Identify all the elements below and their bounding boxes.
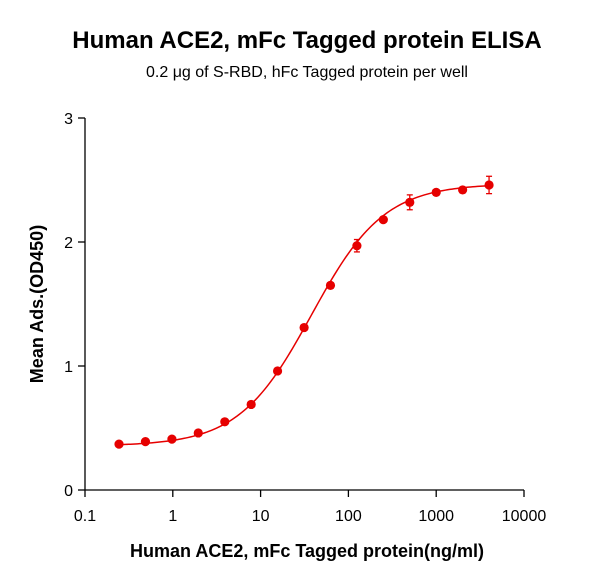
data-point	[378, 215, 388, 225]
data-point	[458, 185, 468, 195]
data-point	[140, 437, 151, 447]
x-tick-label: 10	[252, 508, 270, 525]
y-tick-label: 3	[64, 111, 73, 128]
y-axis-ticks: 0 1 2 3	[64, 111, 85, 500]
chart-subtitle: 0.2 μg of S-RBD, hFc Tagged protein per …	[146, 64, 468, 81]
data-points	[114, 175, 494, 449]
y-axis-label: Mean Ads.(OD450)	[27, 225, 47, 383]
data-point	[272, 366, 283, 376]
data-point	[352, 241, 362, 251]
x-axis-ticks: 0.1 1 10 100 1000 10000	[74, 490, 546, 525]
chart-title: Human ACE2, mFc Tagged protein ELISA	[72, 27, 541, 54]
data-point	[299, 322, 309, 333]
axes	[84, 118, 524, 491]
data-point	[167, 434, 177, 444]
data-point	[114, 439, 124, 449]
data-point	[484, 180, 494, 190]
data-point	[246, 399, 256, 410]
x-axis-label: Human ACE2, mFc Tagged protein(ng/ml)	[130, 541, 484, 561]
data-point	[431, 187, 441, 197]
x-tick-label: 1000	[418, 508, 454, 525]
x-tick-label: 0.1	[74, 508, 96, 525]
data-point	[193, 428, 203, 438]
y-tick-label: 1	[64, 359, 73, 376]
x-tick-label: 100	[335, 508, 362, 525]
y-tick-label: 2	[64, 235, 73, 252]
data-point	[220, 417, 230, 427]
fit-curve	[118, 184, 490, 446]
x-tick-label: 1	[168, 508, 177, 525]
fit-curve-group	[118, 184, 490, 446]
y-tick-label: 0	[64, 483, 73, 500]
data-point	[325, 280, 336, 290]
data-point	[405, 197, 415, 207]
x-tick-label: 10000	[502, 508, 547, 525]
